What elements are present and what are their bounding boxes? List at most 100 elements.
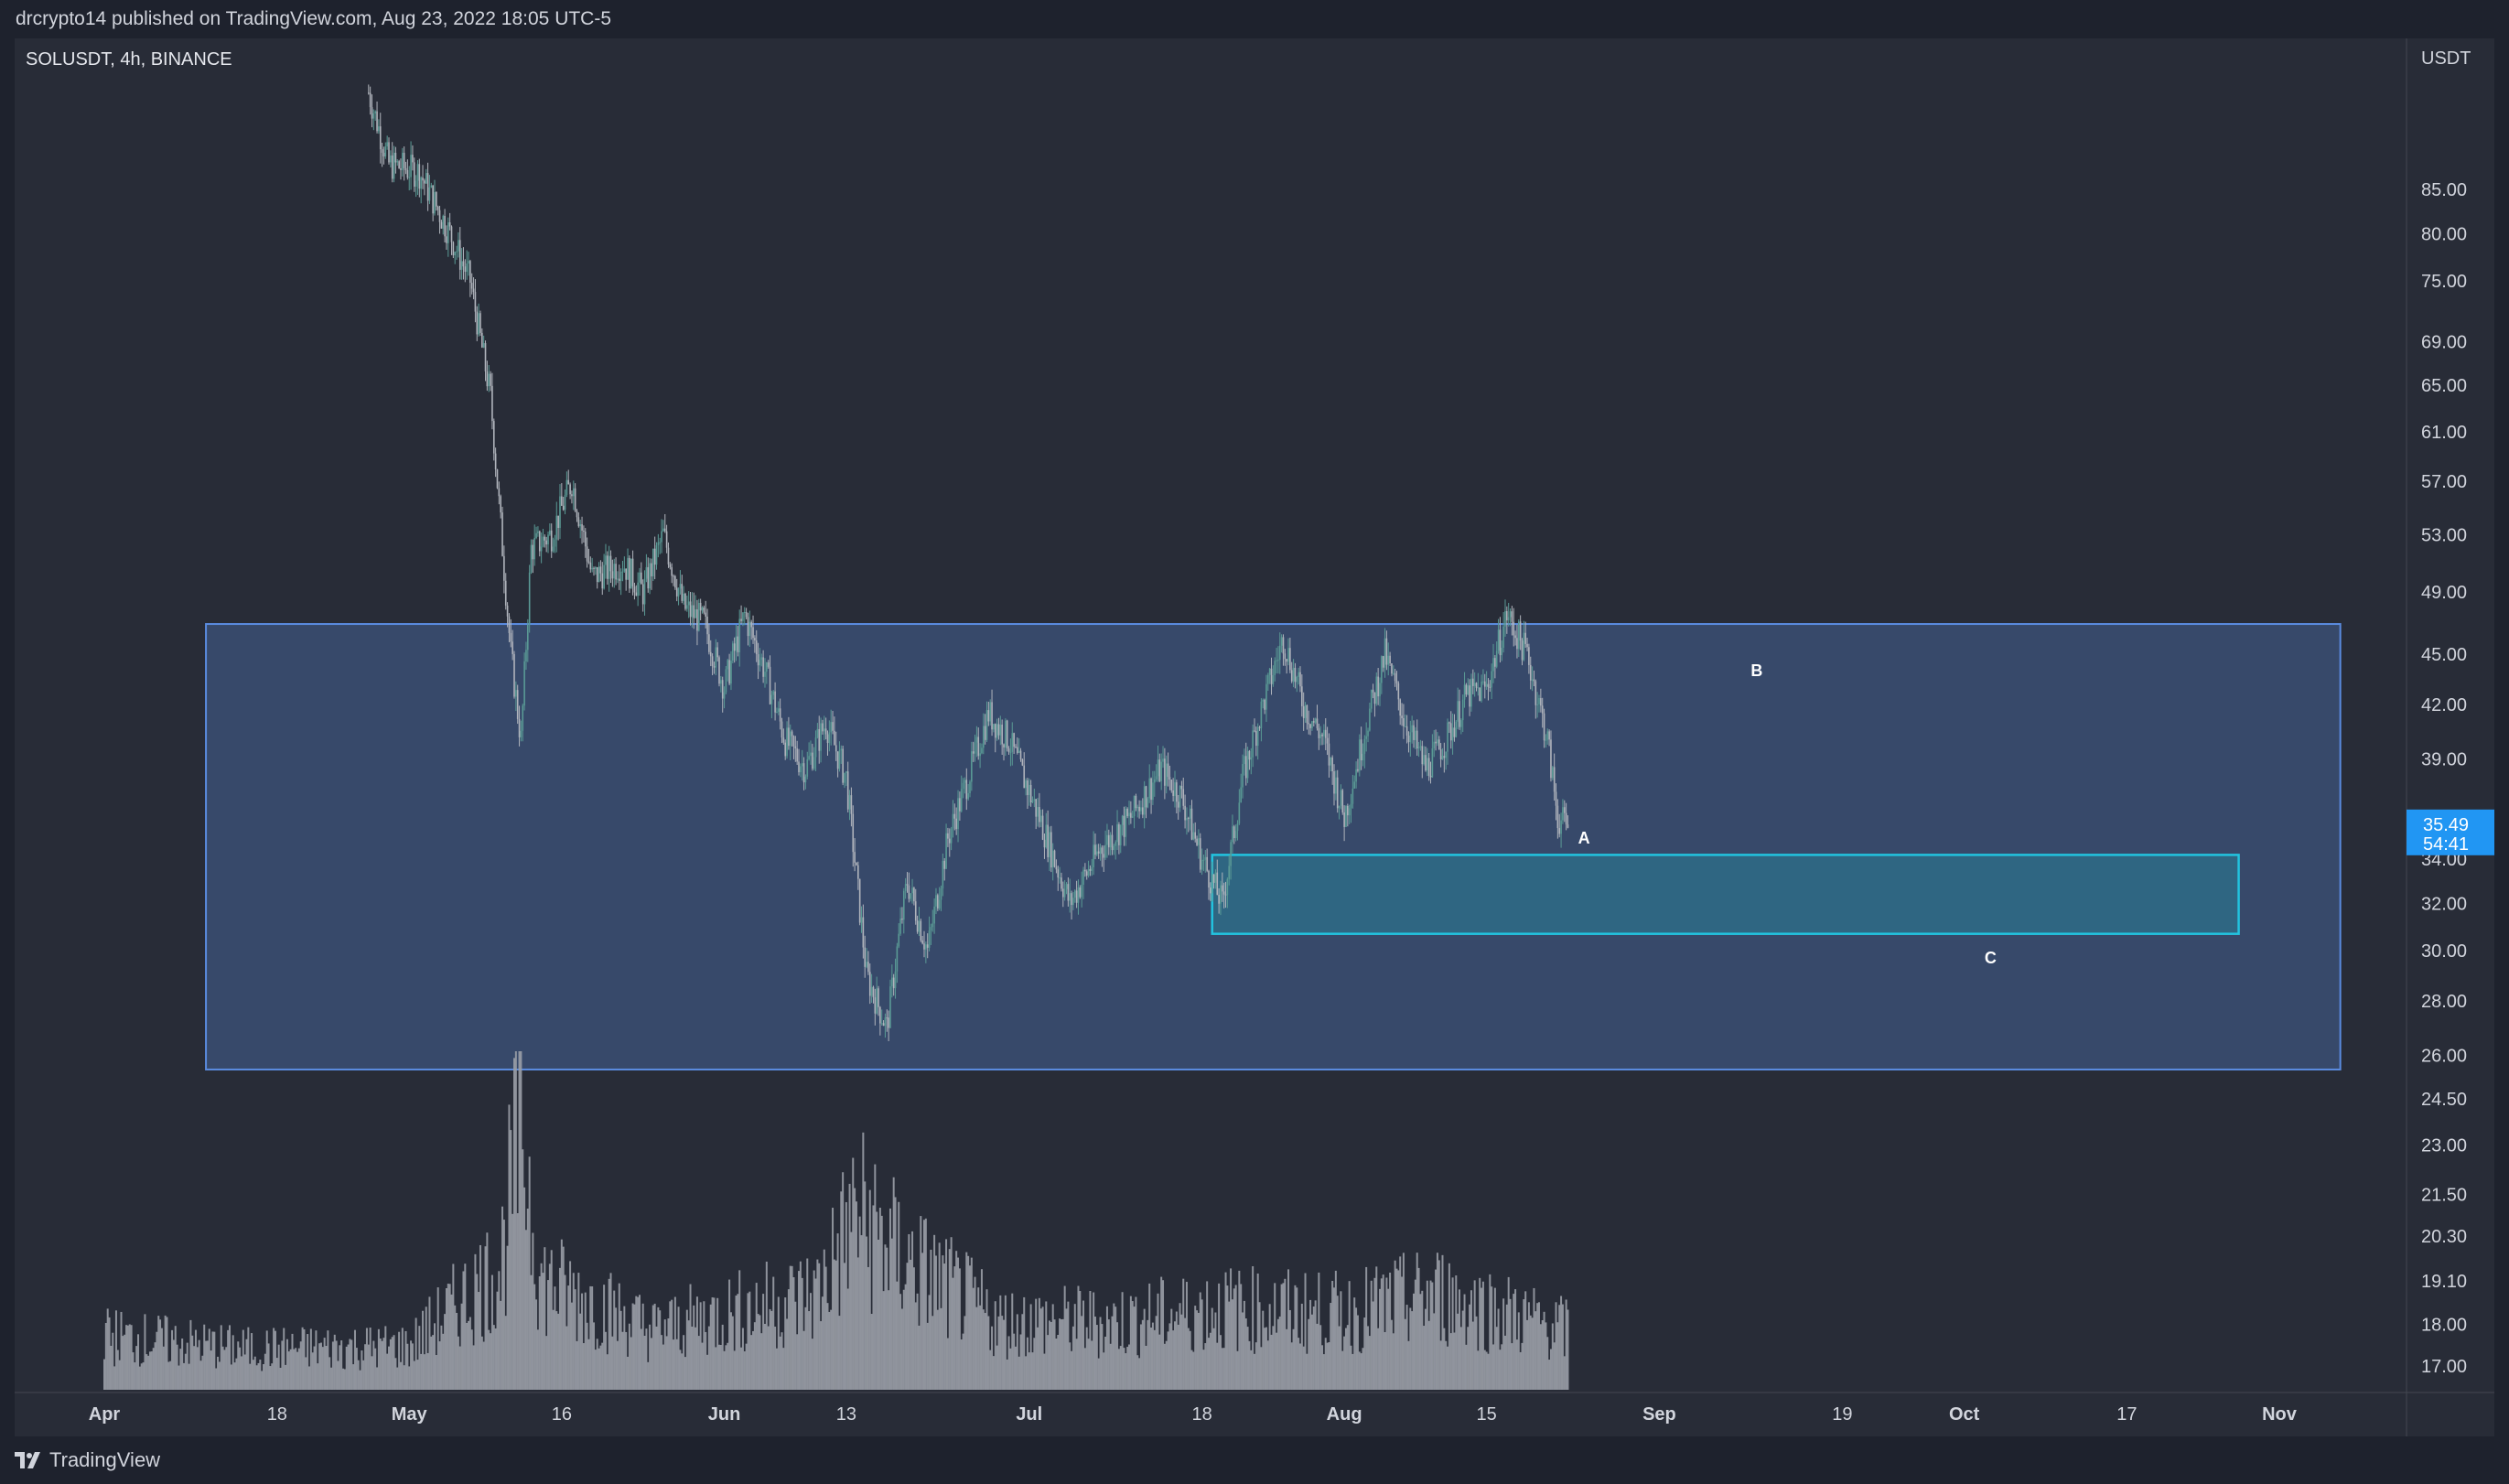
- candle-body: [1254, 730, 1255, 732]
- candle-body: [1179, 785, 1181, 808]
- candle-body: [1306, 704, 1308, 724]
- candle-body: [1242, 764, 1244, 788]
- candle-body: [727, 660, 729, 670]
- volume-bar: [1093, 1292, 1095, 1390]
- volume-bar: [287, 1351, 290, 1390]
- volume-bar: [103, 1359, 105, 1390]
- volume-bar: [813, 1270, 815, 1390]
- volume-bar: [220, 1325, 222, 1390]
- price-tick: 18.00: [2421, 1315, 2467, 1335]
- volume-bar: [1243, 1300, 1245, 1390]
- volume-bar: [1392, 1333, 1394, 1390]
- volume-bar: [203, 1324, 206, 1390]
- volume-bar: [930, 1249, 932, 1390]
- candle-body: [1028, 784, 1030, 795]
- volume-bar: [1274, 1283, 1276, 1390]
- volume-bar: [436, 1287, 439, 1390]
- candle-body: [510, 632, 512, 642]
- candle-body: [804, 776, 807, 783]
- candle-body: [425, 173, 427, 184]
- candle-body: [745, 612, 748, 618]
- volume-bar: [1055, 1339, 1058, 1390]
- volume-bar: [1558, 1305, 1561, 1390]
- candle-body: [416, 164, 419, 181]
- candle-body: [1204, 856, 1207, 860]
- volume-bar: [460, 1303, 463, 1390]
- candle-body: [1552, 767, 1554, 779]
- candle-body: [426, 173, 429, 201]
- candle-body: [527, 625, 529, 651]
- candle-body: [848, 795, 851, 810]
- time-tick: Sep: [1642, 1404, 1676, 1425]
- price-chart[interactable]: ABC USDT85.0080.0075.0069.0065.0061.0057…: [15, 38, 2494, 1436]
- volume-bar: [353, 1329, 356, 1390]
- candle-body: [766, 662, 768, 672]
- volume-bar: [1196, 1310, 1199, 1390]
- price-tick: 39.00: [2421, 749, 2467, 769]
- candle-body: [884, 1017, 887, 1027]
- candle-body: [1485, 683, 1488, 687]
- candle-body: [1425, 755, 1427, 771]
- volume-bar: [899, 1294, 902, 1390]
- volume-bar: [274, 1330, 276, 1390]
- volume-bar: [494, 1328, 497, 1390]
- volume-bar: [1236, 1350, 1239, 1390]
- volume-bar: [1099, 1317, 1102, 1390]
- candle-body: [1220, 885, 1222, 904]
- zone-demand[interactable]: [1211, 854, 2240, 935]
- volume-bar: [379, 1339, 382, 1390]
- candle-body: [1335, 777, 1337, 794]
- candle-body: [1270, 668, 1273, 684]
- time-tick: Jun: [708, 1404, 741, 1425]
- volume-bar: [1372, 1301, 1374, 1390]
- volume-bar: [964, 1316, 966, 1390]
- volume-bar: [728, 1279, 731, 1390]
- candle-body: [985, 710, 988, 740]
- volume-bar: [1365, 1266, 1368, 1390]
- volume-bar: [255, 1365, 258, 1390]
- volume-bar: [1006, 1359, 1008, 1390]
- zone-range[interactable]: [205, 623, 2342, 1070]
- volume-bar: [1105, 1306, 1108, 1390]
- candle-body: [824, 728, 827, 735]
- price-tick: 85.00: [2421, 180, 2467, 200]
- candle-body: [1138, 806, 1140, 812]
- volume-bar: [1390, 1319, 1393, 1390]
- candle-body: [835, 745, 837, 752]
- candle-body: [1119, 824, 1122, 845]
- volume-bar: [513, 1058, 516, 1390]
- candle-body: [601, 573, 604, 589]
- candle-body: [1457, 701, 1459, 722]
- volume-bar: [902, 1289, 905, 1390]
- candle-body: [415, 180, 417, 188]
- candle-body: [1438, 739, 1440, 750]
- volume-bar: [337, 1360, 339, 1390]
- volume-bar: [1138, 1358, 1141, 1390]
- volume-bar: [1309, 1299, 1312, 1390]
- candle-body: [599, 566, 602, 574]
- volume-bar: [1493, 1287, 1496, 1390]
- candle-body: [440, 221, 443, 229]
- candle-body: [1560, 820, 1562, 834]
- candle-body: [718, 657, 720, 684]
- volume-bar: [376, 1367, 379, 1390]
- volume-bar: [1221, 1348, 1223, 1390]
- volume-bar: [196, 1347, 199, 1390]
- time-tick: Aug: [1327, 1404, 1362, 1425]
- candle-body: [537, 531, 539, 533]
- volume-bar: [458, 1346, 461, 1390]
- candle-body: [828, 732, 831, 744]
- candle-body: [1233, 826, 1235, 839]
- volume-bar: [413, 1360, 415, 1390]
- candle-body: [997, 724, 1000, 736]
- candle-body: [1370, 689, 1373, 709]
- candle-body: [1145, 786, 1147, 808]
- volume-bar: [1003, 1319, 1006, 1390]
- volume-bar: [126, 1325, 129, 1390]
- volume-bar: [1481, 1287, 1483, 1390]
- volume-bar: [448, 1284, 451, 1390]
- candle-body: [1067, 884, 1070, 901]
- volume-bar: [816, 1259, 819, 1390]
- volume-bar: [979, 1305, 982, 1390]
- volume-bar: [318, 1343, 321, 1390]
